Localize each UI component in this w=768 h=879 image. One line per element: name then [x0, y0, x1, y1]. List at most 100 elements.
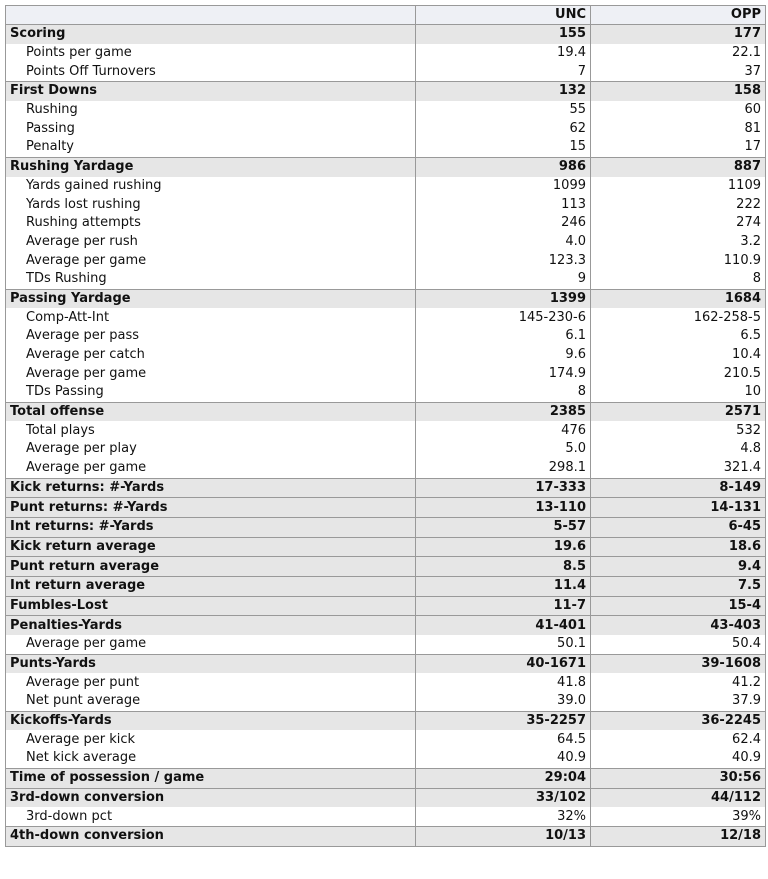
stat-row: 4th-down conversion 10/13 12/18: [5, 825, 766, 847]
stat-row: Average per rush 4.0 3.2: [5, 232, 766, 252]
stat-label: Kickoffs-Yards: [5, 710, 416, 731]
stat-row: TDs Passing 8 10: [5, 383, 766, 403]
stat-label: Net punt average: [5, 692, 416, 712]
stat-value: 110.9: [590, 251, 766, 270]
stat-row: Yards lost rushing 113 222: [5, 195, 766, 214]
stat-value: 39.0: [415, 692, 591, 712]
stat-row: Average per pass 6.1 6.5: [5, 327, 766, 346]
stat-value: 55: [415, 100, 591, 120]
stat-value: 37: [590, 62, 766, 82]
stat-label: Average per game: [5, 635, 416, 655]
stat-value: 1684: [590, 288, 766, 309]
stat-value: 14-131: [590, 497, 766, 518]
stat-row: Comp-Att-Int 145-230-6 162-258-5: [5, 308, 766, 327]
stat-value: 40.9: [590, 749, 766, 769]
stat-label: Average per kick: [5, 730, 416, 750]
stat-value: 6-45: [590, 516, 766, 538]
stat-value: 4.0: [415, 232, 591, 252]
stat-value: 2571: [590, 401, 766, 422]
stat-value: 41-401: [415, 615, 591, 635]
stat-value: 40.9: [415, 749, 591, 769]
stat-value: 298.1: [415, 458, 591, 478]
stat-row: Average per kick 64.5 62.4: [5, 730, 766, 750]
stat-value: 9: [415, 269, 591, 290]
stat-row: TDs Rushing 9 8: [5, 269, 766, 290]
stat-value: 9.6: [415, 345, 591, 365]
stat-label: Int return average: [5, 575, 416, 597]
stat-label: Points per game: [5, 43, 416, 63]
stat-row: Rushing attempts 246 274: [5, 213, 766, 233]
stat-row: Int returns: #-Yards 5-57 6-45: [5, 516, 766, 538]
stat-row: Passing 62 81: [5, 119, 766, 139]
stat-value: 43-403: [590, 615, 766, 635]
stat-label: Net kick average: [5, 749, 416, 769]
stat-label: Average per game: [5, 458, 416, 478]
stat-value: 11.4: [415, 575, 591, 597]
stat-row: Yards gained rushing 1099 1109: [5, 176, 766, 196]
stat-value: 321.4: [590, 458, 766, 478]
stat-row: Kick returns: #-Yards 17-333 8-149: [5, 477, 766, 498]
stat-value: 35-2257: [415, 710, 591, 731]
stat-row: Int return average 11.4 7.5: [5, 575, 766, 597]
stat-label: Average per rush: [5, 232, 416, 252]
stat-row: Rushing 55 60: [5, 100, 766, 120]
stat-value: 33/102: [415, 787, 591, 808]
stat-value: 174.9: [415, 364, 591, 384]
stat-label: Passing Yardage: [5, 288, 416, 309]
stat-row: Penalty 15 17: [5, 138, 766, 158]
stat-row: Average per game 298.1 321.4: [5, 458, 766, 478]
stat-value: 10.4: [590, 345, 766, 365]
stat-value: 123.3: [415, 251, 591, 270]
stat-value: 18.6: [590, 536, 766, 557]
stat-label: Average per pass: [5, 327, 416, 346]
stat-value: 246: [415, 213, 591, 233]
stat-label: Fumbles-Lost: [5, 595, 416, 616]
stat-value: 41.8: [415, 673, 591, 693]
stat-value: 8: [415, 383, 591, 403]
stat-label: Comp-Att-Int: [5, 308, 416, 327]
stat-value: 30:56: [590, 767, 766, 788]
stat-label: Average per punt: [5, 673, 416, 693]
stat-value: 36-2245: [590, 710, 766, 731]
header-cell: UNC: [415, 5, 591, 25]
stat-value: 158: [590, 81, 766, 101]
stat-label: Rushing Yardage: [5, 156, 416, 177]
stat-row: Average per play 5.0 4.8: [5, 440, 766, 459]
stat-value: 210.5: [590, 364, 766, 384]
stat-value: 11-7: [415, 595, 591, 616]
stat-value: 50.1: [415, 635, 591, 655]
stat-row: First Downs 132 158: [5, 81, 766, 101]
stat-value: 8: [590, 269, 766, 290]
stat-row: 3rd-down conversion 33/102 44/112: [5, 787, 766, 808]
stat-row: Net punt average 39.0 37.9: [5, 692, 766, 712]
stat-row: Scoring 155 177: [5, 23, 766, 44]
stat-value: 62.4: [590, 730, 766, 750]
stat-value: 6.5: [590, 327, 766, 346]
stat-value: 274: [590, 213, 766, 233]
stat-value: 17: [590, 138, 766, 158]
stat-row: Average per game 174.9 210.5: [5, 364, 766, 384]
stat-value: 162-258-5: [590, 308, 766, 327]
stat-value: 132: [415, 81, 591, 101]
stat-row: Average per catch 9.6 10.4: [5, 345, 766, 365]
stat-value: 113: [415, 195, 591, 214]
stat-label: Yards lost rushing: [5, 195, 416, 214]
stat-row: Net kick average 40.9 40.9: [5, 749, 766, 769]
stat-label: Penalties-Yards: [5, 615, 416, 635]
stat-label: Average per game: [5, 251, 416, 270]
stat-label: Rushing: [5, 100, 416, 120]
stat-label: TDs Rushing: [5, 269, 416, 290]
stat-value: 7: [415, 62, 591, 82]
stat-value: 39%: [590, 807, 766, 827]
stat-value: 8-149: [590, 477, 766, 498]
stat-value: 29:04: [415, 767, 591, 788]
stats-table: UNC OPP Scoring 155 177 Points per game 19.4…: [5, 5, 766, 847]
stat-value: 10/13: [415, 825, 591, 847]
stat-label: Average per catch: [5, 345, 416, 365]
stat-label: Points Off Turnovers: [5, 62, 416, 82]
stat-value: 44/112: [590, 787, 766, 808]
stat-label: Total plays: [5, 421, 416, 441]
stat-value: 177: [590, 23, 766, 44]
stat-row: Total offense 2385 2571: [5, 401, 766, 422]
